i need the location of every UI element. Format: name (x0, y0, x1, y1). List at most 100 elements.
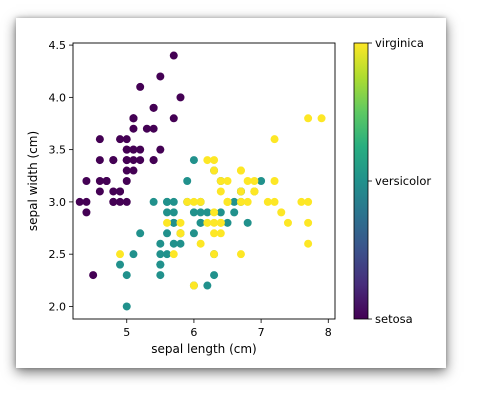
point-virginica (304, 239, 313, 248)
plot-area-background (73, 43, 335, 319)
point-setosa (109, 156, 118, 165)
point-versicolor (189, 208, 198, 217)
point-setosa (129, 145, 138, 154)
data-points (75, 51, 326, 311)
point-virginica (189, 281, 198, 290)
scatter-chart: 5 6 7 8 2.0 2.5 3.0 3.5 4.0 4.5 sepal length (cm… (26, 36, 431, 356)
point-virginica (210, 156, 219, 165)
point-setosa (129, 114, 138, 123)
point-versicolor (163, 250, 172, 259)
point-virginica (169, 250, 178, 259)
point-versicolor (169, 239, 178, 248)
point-virginica (203, 218, 212, 227)
point-versicolor (136, 229, 145, 238)
point-setosa (122, 135, 131, 144)
point-setosa (169, 114, 178, 123)
point-virginica (243, 177, 252, 185)
point-virginica (183, 197, 192, 206)
point-virginica (163, 218, 172, 227)
point-virginica (283, 218, 292, 227)
point-virginica (196, 197, 205, 206)
point-virginica (297, 197, 306, 206)
point-setosa (176, 93, 185, 102)
point-setosa (122, 156, 131, 165)
point-versicolor (163, 208, 172, 217)
point-versicolor (223, 218, 232, 227)
point-virginica (277, 208, 286, 217)
point-setosa (109, 187, 118, 196)
point-setosa (149, 124, 158, 133)
colorbar-label-setosa: setosa (375, 312, 413, 326)
point-setosa (129, 156, 138, 165)
point-versicolor (163, 197, 172, 206)
point-setosa (136, 156, 145, 165)
point-setosa (122, 197, 131, 206)
y-axis-label: sepal width (cm) (26, 131, 40, 231)
point-virginica (236, 187, 245, 196)
point-virginica (203, 156, 212, 165)
point-versicolor (129, 250, 138, 259)
point-versicolor (156, 271, 165, 280)
point-setosa (169, 51, 178, 60)
x-tick-label: 8 (325, 326, 332, 339)
point-virginica (270, 177, 279, 185)
point-virginica (263, 197, 272, 206)
point-versicolor (203, 281, 212, 290)
point-virginica (304, 197, 313, 206)
point-virginica (216, 177, 225, 185)
point-virginica (210, 166, 219, 175)
point-setosa (136, 145, 145, 154)
point-versicolor (189, 229, 198, 238)
y-tick-label: 3.5 (49, 144, 67, 157)
y-tick-label: 2.0 (49, 300, 67, 313)
x-axis-label: sepal length (cm) (151, 342, 256, 356)
point-versicolor (169, 218, 178, 227)
point-versicolor (149, 197, 158, 206)
point-setosa (82, 208, 91, 217)
point-virginica (223, 197, 232, 206)
point-virginica (216, 218, 225, 227)
figure-card: 5 6 7 8 2.0 2.5 3.0 3.5 4.0 4.5 sepal length (cm… (16, 18, 446, 368)
point-setosa (75, 197, 84, 206)
point-virginica (210, 218, 219, 227)
point-virginica (304, 218, 313, 227)
point-versicolor (189, 156, 198, 165)
colorbar-label-versicolor: versicolor (375, 174, 431, 188)
point-virginica (236, 197, 245, 206)
point-versicolor (176, 239, 185, 248)
point-versicolor (210, 271, 219, 280)
point-setosa (149, 103, 158, 112)
point-virginica (250, 187, 259, 196)
point-versicolor (156, 260, 165, 269)
point-setosa (95, 135, 104, 144)
point-virginica (270, 135, 279, 144)
plot-frame (72, 42, 336, 320)
point-versicolor (122, 302, 131, 311)
point-virginica (216, 229, 225, 238)
point-setosa (109, 197, 118, 206)
point-setosa (82, 177, 91, 185)
point-versicolor (169, 197, 178, 206)
point-versicolor (216, 208, 225, 217)
point-virginica (210, 208, 219, 217)
point-virginica (236, 166, 245, 175)
point-setosa (149, 156, 158, 165)
point-virginica (196, 239, 205, 248)
point-setosa (156, 72, 165, 81)
point-setosa (95, 156, 104, 165)
point-virginica (243, 197, 252, 206)
point-virginica (210, 229, 219, 238)
point-virginica (304, 114, 313, 123)
colorbar (353, 42, 369, 320)
point-setosa (95, 177, 104, 185)
colorbar-label-virginica: virginica (375, 36, 424, 50)
x-axis: 5 6 7 8 (123, 319, 332, 339)
point-setosa (89, 271, 98, 280)
point-setosa (122, 177, 131, 185)
point-virginica (270, 197, 279, 206)
y-tick-label: 4.5 (49, 39, 67, 52)
point-virginica (176, 218, 185, 227)
point-versicolor (122, 271, 131, 280)
colorbar-ticks: virginica versicolor setosa (368, 36, 431, 326)
y-tick-label: 4.0 (49, 91, 67, 104)
